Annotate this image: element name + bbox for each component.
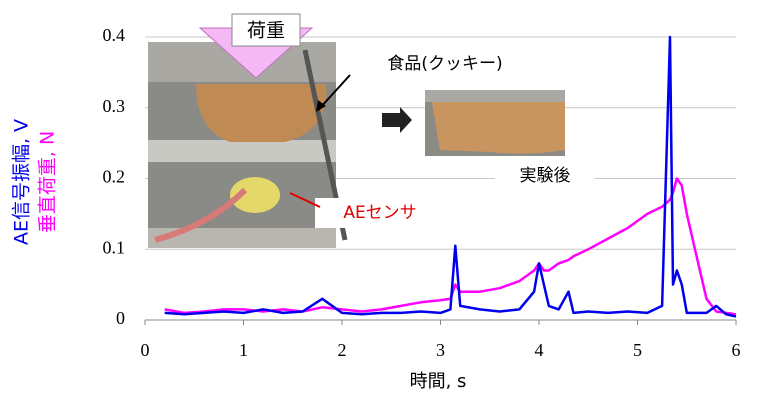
pointer-head	[316, 100, 326, 112]
arrow	[382, 107, 412, 133]
photo-plate	[148, 140, 336, 162]
annotation: 荷重	[247, 20, 285, 42]
photo-plate	[425, 90, 565, 102]
x-tick-label: 0	[141, 340, 150, 360]
photo-inset	[425, 90, 565, 156]
sensor	[230, 177, 280, 213]
x-axis-label: 時間, s	[410, 371, 467, 392]
x-tick-label: 4	[535, 340, 544, 360]
x-tick-label: 2	[338, 340, 347, 360]
y-tick-label: 0.2	[103, 167, 126, 187]
x-tick-label: 1	[239, 340, 248, 360]
label-box	[315, 198, 445, 228]
pointer	[319, 74, 351, 109]
cable	[154, 187, 248, 243]
annotation: AEセンサ	[343, 203, 416, 223]
y-tick-label: 0.1	[103, 237, 126, 257]
x-tick-label: 6	[732, 340, 741, 360]
cookie	[432, 102, 565, 154]
y-tick-label: 0.3	[103, 96, 126, 116]
x-tick-label: 3	[436, 340, 445, 360]
series-layer	[164, 35, 737, 318]
series-line	[164, 35, 737, 318]
x-tick-label: 5	[633, 340, 642, 360]
y-axis-label: AE信号振幅, V	[11, 119, 33, 245]
label-box	[495, 162, 595, 190]
cookie	[196, 84, 327, 142]
y-tick-label: 0	[116, 308, 125, 328]
y-axis-label: 垂直荷重, N	[37, 131, 59, 233]
annotation: 実験後	[520, 166, 571, 186]
annotation: 食品(クッキー)	[387, 54, 502, 74]
photo-inset	[148, 42, 348, 248]
pointer	[289, 192, 321, 208]
photo-plate	[148, 228, 336, 248]
label-box	[231, 13, 301, 47]
y-tick-label: 0.4	[103, 25, 126, 45]
